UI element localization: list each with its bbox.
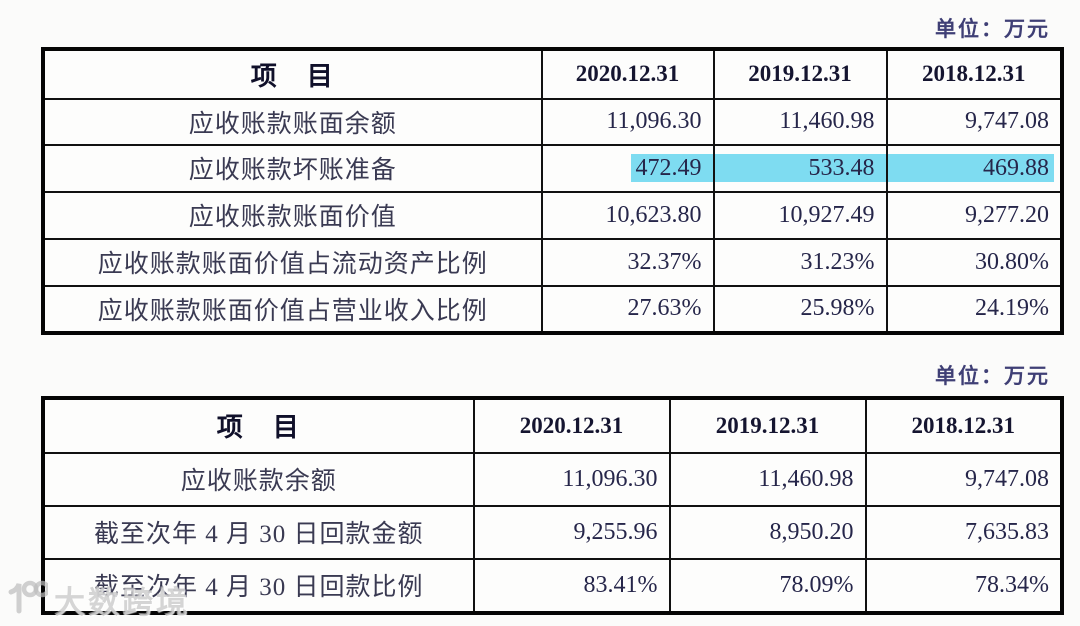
value-text: 11,460.98 [779, 108, 875, 134]
unit-label-bottom: 单位：万元 [935, 364, 1050, 388]
value-cell: 11,096.30 [540, 97, 715, 146]
column-header-item: 项 目 [42, 397, 475, 454]
value-cell-highlighted: 472.49 [540, 143, 715, 193]
value-text: 9,747.08 [965, 465, 1049, 492]
value-text: 7,635.83 [965, 518, 1049, 545]
value-cell: 7,635.83 [864, 504, 1063, 560]
table-row-highlighted: 应收账款坏账准备 472.49 533.48 469.88 [42, 143, 1063, 193]
table-row: 截至次年 4 月 30 日回款比例 83.41% 78.09% 78.34% [42, 557, 1063, 614]
value-text: 8,950.20 [769, 518, 854, 545]
value-cell-highlighted: 533.48 [712, 143, 888, 193]
value-text: 469.88 [983, 154, 1049, 181]
highlight-bar [887, 154, 1054, 182]
value-text: 533.48 [808, 154, 875, 181]
value-text: 9,747.08 [965, 108, 1049, 134]
value-cell: 10,927.49 [712, 190, 888, 240]
table-row: 应收账款账面价值占营业收入比例 27.63% 25.98% 24.19% [42, 284, 1063, 334]
table-row: 应收账款账面价值 10,623.80 10,927.49 9,277.20 [42, 190, 1063, 240]
item-cell: 应收账款余额 [42, 451, 475, 507]
column-header-item: 项 目 [42, 48, 543, 100]
value-text: 10,927.49 [778, 201, 875, 228]
value-cell: 9,255.96 [472, 504, 671, 560]
value-cell: 78.09% [668, 557, 867, 614]
value-text: 11,096.30 [562, 465, 658, 492]
value-cell: 11,096.30 [472, 451, 671, 507]
column-header-2019: 2019.12.31 [712, 48, 888, 100]
receivables-overview-table: 项 目 2020.12.31 2019.12.31 2018.12.31 应收账… [41, 47, 1064, 335]
table-row: 截至次年 4 月 30 日回款金额 9,255.96 8,950.20 7,63… [42, 504, 1063, 560]
table-header-row: 项 目 2020.12.31 2019.12.31 2018.12.31 [42, 397, 1063, 454]
value-text: 27.63% [627, 295, 702, 322]
value-cell: 25.98% [712, 284, 888, 334]
item-cell: 应收账款账面价值占营业收入比例 [42, 284, 543, 334]
item-cell: 截至次年 4 月 30 日回款比例 [42, 557, 475, 614]
value-text: 25.98% [800, 295, 875, 322]
value-text: 32.37% [627, 248, 702, 275]
item-cell: 应收账款账面余额 [42, 97, 543, 146]
value-cell: 27.63% [540, 284, 715, 334]
value-cell: 31.23% [712, 237, 888, 287]
value-cell: 83.41% [472, 557, 671, 614]
value-text: 83.41% [583, 571, 658, 598]
value-text: 30.80% [975, 248, 1049, 275]
value-cell-highlighted: 469.88 [885, 143, 1063, 193]
item-cell: 应收账款账面价值占流动资产比例 [42, 237, 543, 287]
column-header-2020: 2020.12.31 [472, 397, 671, 454]
highlight-bar [714, 154, 886, 182]
value-text: 78.34% [975, 571, 1049, 598]
table-row: 应收账款账面价值占流动资产比例 32.37% 31.23% 30.80% [42, 237, 1063, 287]
value-text: 11,096.30 [606, 108, 702, 134]
column-header-2018: 2018.12.31 [885, 48, 1063, 100]
value-cell: 9,747.08 [885, 97, 1063, 146]
table-row: 应收账款余额 11,096.30 11,460.98 9,747.08 [42, 451, 1063, 507]
value-text: 10,623.80 [605, 201, 702, 228]
value-cell: 9,277.20 [885, 190, 1063, 240]
item-cell: 应收账款坏账准备 [42, 143, 543, 193]
value-cell: 32.37% [540, 237, 715, 287]
value-cell: 11,460.98 [668, 451, 867, 507]
value-cell: 24.19% [885, 284, 1063, 334]
column-header-2018: 2018.12.31 [864, 397, 1063, 454]
receivables-collection-table: 项 目 2020.12.31 2019.12.31 2018.12.31 应收账… [41, 396, 1064, 615]
table-row: 应收账款账面余额 11,096.30 11,460.98 9,747.08 [42, 97, 1063, 146]
value-cell: 8,950.20 [668, 504, 867, 560]
item-cell: 截至次年 4 月 30 日回款金额 [42, 504, 475, 560]
value-text: 9,277.20 [965, 201, 1049, 228]
value-text: 31.23% [800, 248, 875, 275]
highlight-bar [630, 154, 713, 182]
value-text: 11,460.98 [758, 465, 854, 492]
table-header-row: 项 目 2020.12.31 2019.12.31 2018.12.31 [42, 48, 1063, 100]
value-cell: 9,747.08 [864, 451, 1063, 507]
value-cell: 11,460.98 [712, 97, 888, 146]
value-cell: 10,623.80 [540, 190, 715, 240]
column-header-2019: 2019.12.31 [668, 397, 867, 454]
value-text: 472.49 [635, 154, 702, 181]
value-text: 78.09% [779, 571, 854, 598]
value-cell: 30.80% [885, 237, 1063, 287]
value-cell: 78.34% [864, 557, 1063, 614]
column-header-2020: 2020.12.31 [540, 48, 715, 100]
value-text: 24.19% [975, 295, 1049, 322]
value-text: 9,255.96 [573, 518, 658, 545]
item-cell: 应收账款账面价值 [42, 190, 543, 240]
unit-label-top: 单位：万元 [935, 17, 1050, 41]
